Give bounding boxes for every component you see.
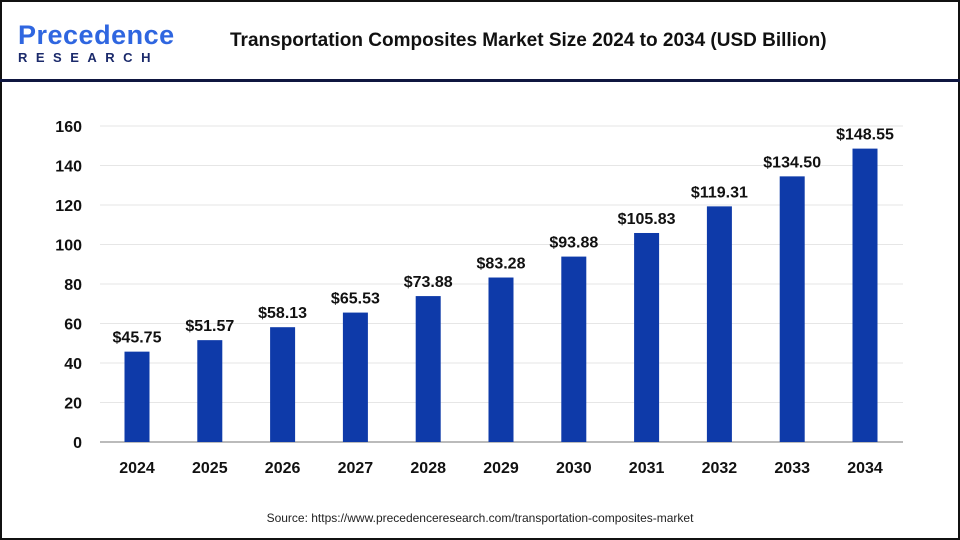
y-tick-label: 20 xyxy=(64,396,82,413)
logo-wordmark: recedence xyxy=(36,20,175,50)
data-label: $51.57 xyxy=(185,318,234,335)
header-divider xyxy=(0,79,960,82)
bar-2034 xyxy=(852,148,878,442)
x-tick-label: 2030 xyxy=(556,460,592,477)
data-label: $105.83 xyxy=(618,211,676,228)
y-tick-label: 120 xyxy=(55,198,82,215)
bar-2032 xyxy=(706,206,732,442)
y-tick-label: 160 xyxy=(55,119,82,136)
data-label: $58.13 xyxy=(258,305,307,322)
y-tick-label: 140 xyxy=(55,159,82,176)
logo-subtitle: RESEARCH xyxy=(18,50,159,65)
x-tick-label: 2026 xyxy=(265,460,301,477)
y-tick-label: 100 xyxy=(55,238,82,255)
x-tick-label: 2028 xyxy=(410,460,446,477)
data-label: $65.53 xyxy=(331,291,380,308)
bar-2033 xyxy=(779,176,805,443)
x-tick-label: 2031 xyxy=(629,460,665,477)
x-tick-label: 2029 xyxy=(483,460,519,477)
bar-2030 xyxy=(561,256,587,442)
x-tick-label: 2034 xyxy=(847,460,883,477)
y-tick-label: 60 xyxy=(64,317,82,334)
x-tick-label: 2033 xyxy=(774,460,810,477)
data-label: $93.88 xyxy=(549,235,598,252)
x-tick-label: 2024 xyxy=(119,460,155,477)
x-tick-label: 2025 xyxy=(192,460,228,477)
logo-initial: P xyxy=(18,20,37,50)
bar-2031 xyxy=(634,232,660,442)
bar-2028 xyxy=(415,296,441,442)
y-tick-label: 0 xyxy=(73,435,82,452)
data-label: $148.55 xyxy=(836,127,894,144)
data-label: $134.50 xyxy=(763,154,821,171)
bar-2025 xyxy=(197,340,223,442)
logo: Precedence RESEARCH xyxy=(18,20,175,66)
chart-title: Transportation Composites Market Size 20… xyxy=(230,30,827,51)
bar-2029 xyxy=(488,277,514,442)
x-tick-label: 2032 xyxy=(702,460,738,477)
data-label: $119.31 xyxy=(691,184,748,201)
y-tick-label: 80 xyxy=(64,277,82,294)
bar-2024 xyxy=(124,351,150,442)
source-text: Source: https://www.precedenceresearch.c… xyxy=(266,511,694,525)
bar-2027 xyxy=(342,312,368,442)
data-label: $83.28 xyxy=(477,256,526,273)
bar-2026 xyxy=(270,327,296,442)
y-tick-label: 40 xyxy=(64,356,82,373)
x-tick-label: 2027 xyxy=(338,460,374,477)
data-label: $45.75 xyxy=(113,330,162,347)
data-label: $73.88 xyxy=(404,274,453,291)
